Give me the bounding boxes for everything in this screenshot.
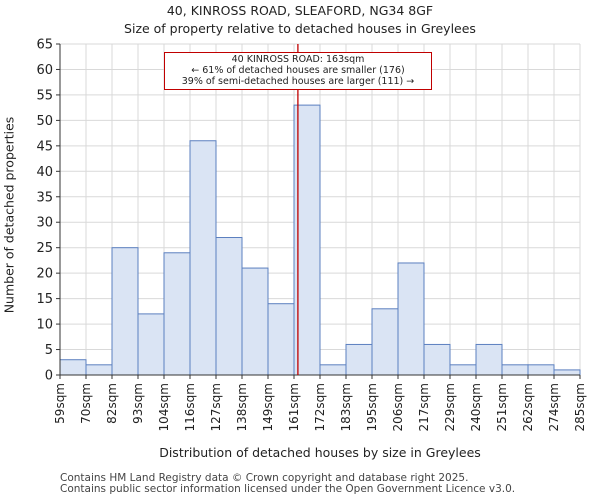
y-tick-label-5: 25 [36, 241, 53, 256]
x-tick-label-3: 93sqm [131, 383, 145, 424]
x-tick-label-4: 104sqm [157, 383, 171, 431]
bar-14 [423, 343, 451, 376]
x-axis-label: Distribution of detached houses by size … [159, 445, 481, 460]
footer-line-2: Contains public sector information licen… [60, 483, 516, 495]
annotation-line-1: 40 KINROSS ROAD: 163sqm [231, 54, 365, 65]
x-tick-label-20: 285sqm [573, 383, 587, 431]
annotation-line-2: ← 61% of detached houses are smaller (17… [191, 65, 405, 76]
y-tick-label-4: 20 [36, 267, 53, 282]
y-tick-label-7: 35 [36, 190, 53, 205]
x-tick-label-12: 195sqm [365, 383, 379, 431]
y-tick-label-0: 0 [45, 369, 53, 384]
chart-title: 40, KINROSS ROAD, SLEAFORD, NG34 8GF [166, 3, 434, 18]
bar-19 [553, 369, 581, 376]
x-tick-label-6: 127sqm [209, 383, 223, 431]
y-tick-label-6: 30 [36, 216, 53, 231]
x-tick-label-9: 161sqm [287, 383, 301, 431]
x-tick-label-15: 229sqm [443, 383, 457, 431]
footer-line-1: Contains HM Land Registry data © Crown c… [60, 472, 469, 484]
bar-0 [59, 359, 87, 376]
bar-11 [345, 343, 373, 376]
bar-1 [85, 364, 113, 376]
bar-15 [449, 364, 477, 376]
x-tick-label-16: 240sqm [469, 383, 483, 431]
property-annotation-box: 40 KINROSS ROAD: 163sqm ← 61% of detache… [164, 52, 432, 90]
bar-4 [163, 252, 191, 376]
bar-5 [189, 140, 217, 376]
y-tick-label-11: 55 [36, 88, 53, 103]
x-tick-label-1: 70sqm [79, 383, 93, 424]
bar-10 [319, 364, 347, 376]
bar-6 [215, 237, 243, 376]
bar-3 [137, 313, 165, 376]
x-tick-label-0: 59sqm [53, 383, 67, 424]
x-tick-label-17: 251sqm [495, 383, 509, 431]
y-axis-label: Number of detached properties [1, 116, 17, 314]
x-tick-label-2: 82sqm [105, 383, 119, 424]
x-tick-label-14: 217sqm [417, 383, 431, 431]
x-tick-label-11: 183sqm [339, 383, 353, 431]
bar-16 [475, 343, 503, 376]
footer: Contains HM Land Registry data © Crown c… [60, 473, 515, 495]
bar-12 [371, 308, 399, 376]
bar-17 [501, 364, 529, 376]
bar-2 [111, 247, 139, 376]
y-tick-label-1: 5 [45, 343, 53, 358]
x-tick-label-18: 262sqm [521, 383, 535, 431]
x-tick-label-19: 274sqm [547, 383, 561, 431]
y-tick-label-12: 60 [36, 63, 53, 78]
y-tick-label-10: 50 [36, 114, 53, 129]
y-tick-label-2: 10 [36, 318, 53, 333]
annotation-line-3: 39% of semi-detached houses are larger (… [181, 76, 415, 87]
x-tick-label-5: 116sqm [183, 383, 197, 431]
y-tick-label-13: 65 [36, 38, 53, 53]
x-tick-label-13: 206sqm [391, 383, 405, 431]
bar-18 [527, 364, 555, 376]
bar-13 [397, 262, 425, 376]
y-tick-label-3: 15 [36, 292, 53, 307]
bar-7 [241, 267, 269, 376]
y-tick-label-8: 40 [36, 165, 53, 180]
x-tick-label-7: 138sqm [235, 383, 249, 431]
bar-8 [267, 303, 295, 376]
x-tick-label-8: 149sqm [261, 383, 275, 431]
x-tick-label-10: 172sqm [313, 383, 327, 431]
y-tick-label-9: 45 [36, 139, 53, 154]
chart-subtitle: Size of property relative to detached ho… [124, 21, 476, 36]
